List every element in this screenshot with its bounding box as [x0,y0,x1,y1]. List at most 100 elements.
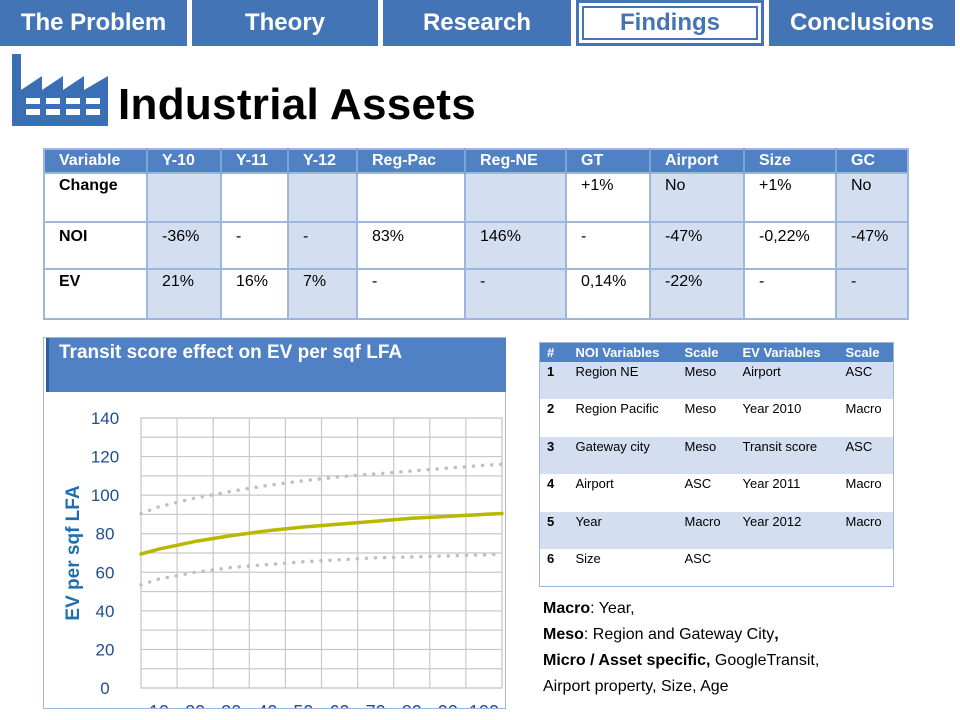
table-cell: 83% [356,221,465,269]
table-cell [287,172,357,222]
table-cell: Airport [575,476,614,491]
tab-label: Findings [582,6,758,40]
table-cell: Meso [677,361,736,399]
table-cell: Region Pacific [575,401,659,416]
table-cell: Macro [677,511,736,549]
column-header: Reg-NE [464,149,566,173]
note-micro-label: Micro / Asset specific, [543,652,711,669]
y-tick-label: 40 [96,602,115,621]
column-header: Reg-Pac [356,149,465,173]
column-header: Y-10 [146,149,221,173]
series-line-fit [139,511,504,556]
table-cell: +1% [743,172,836,222]
tab-label: Conclusions [789,9,934,36]
x-tick-label: 60 [330,702,350,708]
note-micro: Micro / Asset specific, GoogleTransit, [543,648,819,674]
table-row: 5 Year Macro Year 2012 Macro [539,511,894,549]
table-cell: - [835,268,908,319]
note-micro-text: GoogleTransit, [710,652,820,669]
table-cell: 146% [464,221,566,269]
table-cell: 16% [220,268,288,319]
tab-the-problem[interactable]: The Problem [0,0,187,46]
table-cell: Gateway city [568,436,678,474]
table-cell [736,549,839,587]
y-tick-label: 140 [91,409,119,428]
table-cell: - [356,268,465,319]
table-cell: Meso [677,436,736,474]
table-cell: +1% [565,172,650,222]
column-header: Y-12 [287,149,357,173]
row-number: 5 [539,511,569,549]
x-tick-label: 40 [257,702,277,708]
table-cell [146,172,221,222]
table-row: NOI -36% - -83% 146% - -47% -0,22% -47% [43,221,908,269]
table-cell [464,172,566,222]
table-cell: 7% [287,268,357,319]
tab-label: Research [422,9,532,36]
column-header: GT [565,149,650,173]
tab-label: Theory [244,9,325,36]
table-cell: - [565,221,650,269]
y-tick-label: 120 [91,448,119,467]
column-header: Variable [44,149,147,173]
y-axis-label: EV per sqf LFA [63,485,84,620]
column-header: Y-11 [220,149,288,173]
tab-conclusions[interactable]: Conclusions [769,0,955,46]
table-cell: 21% [146,268,221,319]
tab-findings[interactable]: Findings [576,0,764,46]
variables-table: # NOI Variables Scale EV Variables Scale 1 Re… [539,342,894,587]
note-macro-text: : Year, [590,600,635,617]
table-cell: Year 2012 [735,511,839,549]
table-row: EV 21% 16% 7% - -0,14% -22% - - [43,268,908,319]
column-header: EV Variables [735,342,839,362]
column-header: NOI Variables [568,342,678,362]
column-header: Size [743,149,836,173]
column-header: # [539,342,569,362]
note-meso-text: : Region and Gateway City [583,626,775,643]
y-tick-label: 0 [100,679,109,698]
table-cell: -47% [835,221,908,269]
table-cell [220,172,288,222]
table-row: 4 Airport ASC Year 2011 Macro [540,474,894,512]
chart-header: Transit score effect on EV per sqf LFA [46,338,506,392]
page-title: Industrial Assets [118,80,477,129]
chart-panel: Transit score effect on EV per sqf LFA 0… [43,337,506,709]
tab-research[interactable]: Research [383,0,571,46]
table-row: 3 Gateway city Meso Transit score ASC [539,436,894,474]
x-tick-label: 70 [366,702,386,708]
series-line-lower-bound [139,552,504,587]
table-cell: Macro [845,476,882,491]
column-header: GC [835,149,908,173]
tab-theory[interactable]: Theory [192,0,378,46]
row-number: 6 [547,551,555,566]
table-cell: No [649,172,744,222]
column-header: Airport [649,149,744,173]
table-cell: Size [575,551,601,566]
table-cell [839,549,894,587]
chart-title: Transit score effect on EV per sqf LFA [59,342,403,363]
series-line-upper-bound [139,462,504,516]
table-cell: Year 2010 [742,401,802,416]
table-cell: ASC [838,361,894,399]
row-label: EV [43,268,147,319]
y-tick-label: 80 [96,525,115,544]
table-cell: Macro [845,401,882,416]
table-cell: Region NE [568,361,678,399]
row-number: 2 [547,401,555,416]
table-row: 6 Size ASC [540,549,894,587]
table-cell: Transit score [735,436,839,474]
table-cell: 0,14% [565,268,650,319]
table-cell: ASC [684,551,712,566]
table-cell: Year 2011 [742,476,801,491]
table-cell: - [464,268,566,319]
table-cell: - [287,221,357,269]
table-cell: Airport [735,361,839,399]
y-tick-label: 60 [96,563,115,582]
table-cell: - [220,221,288,269]
row-number: 3 [539,436,569,474]
y-tick-label: 20 [96,640,115,659]
note-meso: Meso: Region and Gateway City, [543,622,819,648]
top-nav: The Problem Theory Research Findings Conclus… [0,0,960,46]
table-cell: ASC [684,476,712,491]
column-header: Scale [677,342,736,362]
